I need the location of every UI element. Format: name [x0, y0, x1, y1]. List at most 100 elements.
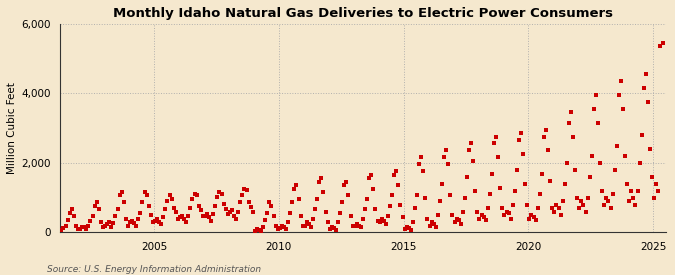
- Point: [270, 224, 281, 228]
- Point: [593, 120, 603, 125]
- Point: [85, 219, 96, 224]
- Point: [162, 199, 173, 203]
- Point: [634, 161, 645, 165]
- Point: [87, 214, 98, 218]
- Point: [260, 218, 271, 222]
- Point: [299, 224, 310, 228]
- Point: [429, 222, 439, 226]
- Point: [154, 219, 165, 224]
- Point: [601, 196, 612, 200]
- Point: [195, 208, 206, 213]
- Point: [383, 213, 394, 218]
- Point: [485, 192, 495, 197]
- Point: [185, 205, 196, 210]
- Point: [531, 218, 541, 222]
- Point: [497, 206, 508, 210]
- Point: [291, 183, 302, 187]
- Point: [401, 225, 412, 230]
- Point: [564, 120, 574, 125]
- Point: [501, 210, 512, 214]
- Point: [314, 179, 325, 184]
- Point: [66, 207, 77, 211]
- Point: [545, 179, 556, 183]
- Point: [231, 217, 242, 221]
- Point: [281, 227, 292, 231]
- Point: [516, 131, 526, 135]
- Point: [264, 200, 275, 205]
- Point: [77, 224, 88, 229]
- Point: [462, 175, 472, 179]
- Point: [387, 193, 398, 198]
- Point: [289, 186, 300, 191]
- Point: [214, 190, 225, 194]
- Point: [605, 206, 616, 210]
- Point: [520, 182, 531, 186]
- Point: [175, 215, 186, 219]
- Point: [649, 196, 659, 200]
- Point: [168, 205, 179, 210]
- Point: [637, 133, 647, 138]
- Point: [645, 147, 655, 152]
- Point: [433, 213, 443, 218]
- Point: [210, 204, 221, 208]
- Point: [160, 207, 171, 211]
- Point: [70, 223, 81, 228]
- Point: [595, 161, 605, 165]
- Point: [578, 203, 589, 207]
- Point: [50, 229, 61, 233]
- Point: [483, 206, 493, 210]
- Point: [156, 222, 167, 226]
- Point: [308, 217, 319, 221]
- Point: [243, 200, 254, 205]
- Point: [441, 148, 452, 153]
- Point: [553, 206, 564, 210]
- Point: [310, 207, 321, 211]
- Point: [630, 203, 641, 207]
- Point: [93, 207, 104, 211]
- Point: [137, 200, 148, 205]
- Point: [431, 225, 441, 230]
- Point: [114, 193, 125, 198]
- Point: [56, 228, 67, 233]
- Point: [612, 144, 622, 148]
- Point: [127, 219, 138, 223]
- Point: [499, 213, 510, 218]
- Point: [420, 196, 431, 200]
- Point: [449, 220, 460, 224]
- Point: [528, 215, 539, 219]
- Point: [208, 211, 219, 216]
- Point: [337, 200, 348, 205]
- Point: [349, 224, 360, 228]
- Point: [391, 169, 402, 173]
- Point: [295, 213, 306, 218]
- Point: [651, 182, 661, 186]
- Point: [522, 203, 533, 207]
- Point: [189, 191, 200, 196]
- Point: [329, 226, 340, 230]
- Point: [247, 210, 258, 214]
- Point: [191, 193, 202, 198]
- Point: [372, 219, 383, 223]
- Point: [287, 200, 298, 205]
- Point: [58, 226, 69, 230]
- Point: [83, 224, 94, 229]
- Point: [75, 227, 86, 231]
- Point: [345, 213, 356, 218]
- Point: [418, 169, 429, 173]
- Point: [489, 141, 500, 146]
- Point: [439, 155, 450, 160]
- Point: [62, 218, 73, 222]
- Point: [327, 225, 338, 230]
- Point: [343, 193, 354, 198]
- Point: [335, 211, 346, 215]
- Point: [435, 199, 446, 204]
- Point: [172, 217, 183, 221]
- Point: [414, 162, 425, 166]
- Point: [385, 204, 396, 208]
- Point: [379, 219, 389, 223]
- Point: [193, 204, 204, 208]
- Point: [603, 199, 614, 204]
- Point: [120, 216, 131, 221]
- Point: [347, 223, 358, 228]
- Point: [437, 182, 448, 186]
